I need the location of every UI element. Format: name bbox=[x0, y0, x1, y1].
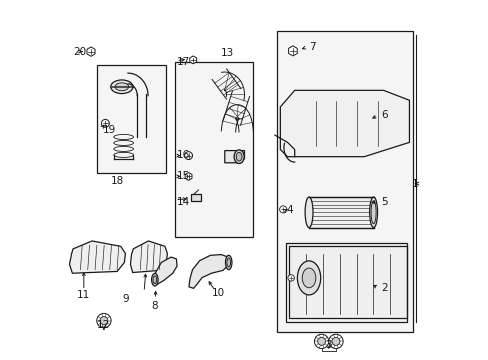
Ellipse shape bbox=[236, 152, 242, 161]
Text: 12: 12 bbox=[97, 320, 110, 330]
Circle shape bbox=[100, 317, 108, 324]
Ellipse shape bbox=[302, 268, 315, 288]
Ellipse shape bbox=[369, 197, 377, 228]
Polygon shape bbox=[288, 46, 297, 56]
Circle shape bbox=[101, 120, 109, 127]
Circle shape bbox=[331, 337, 339, 345]
Text: 16: 16 bbox=[176, 150, 189, 160]
Ellipse shape bbox=[370, 201, 375, 224]
Bar bbox=[285, 243, 406, 321]
Polygon shape bbox=[280, 90, 408, 157]
Bar bbox=[174, 62, 253, 237]
Text: 11: 11 bbox=[77, 291, 90, 301]
Text: 5: 5 bbox=[380, 197, 386, 207]
Ellipse shape bbox=[234, 150, 244, 163]
Ellipse shape bbox=[297, 261, 320, 295]
Text: 15: 15 bbox=[176, 171, 189, 181]
Circle shape bbox=[314, 334, 328, 348]
Text: 10: 10 bbox=[212, 288, 225, 298]
Ellipse shape bbox=[305, 197, 312, 228]
Ellipse shape bbox=[110, 80, 133, 94]
Ellipse shape bbox=[226, 258, 230, 267]
Circle shape bbox=[184, 152, 192, 159]
Text: 13: 13 bbox=[221, 48, 234, 58]
Text: 14: 14 bbox=[176, 197, 189, 207]
Polygon shape bbox=[188, 255, 229, 288]
Text: 2: 2 bbox=[380, 283, 386, 293]
Ellipse shape bbox=[153, 276, 156, 284]
Text: 9: 9 bbox=[122, 294, 128, 304]
Bar bbox=[308, 197, 373, 228]
Polygon shape bbox=[154, 257, 177, 285]
Text: 20: 20 bbox=[73, 46, 86, 57]
Text: 18: 18 bbox=[110, 176, 123, 186]
Circle shape bbox=[97, 314, 111, 328]
Polygon shape bbox=[87, 47, 95, 56]
Circle shape bbox=[279, 206, 286, 213]
Polygon shape bbox=[224, 150, 244, 163]
Polygon shape bbox=[130, 241, 167, 273]
Polygon shape bbox=[69, 241, 125, 273]
Bar bbox=[97, 65, 165, 173]
Polygon shape bbox=[185, 172, 192, 180]
Text: 4: 4 bbox=[286, 206, 293, 216]
Ellipse shape bbox=[151, 273, 158, 286]
Polygon shape bbox=[189, 56, 196, 64]
Text: 1: 1 bbox=[411, 179, 418, 189]
Bar bbox=[191, 194, 201, 201]
Text: 3: 3 bbox=[325, 340, 331, 350]
Text: 8: 8 bbox=[150, 301, 157, 311]
Ellipse shape bbox=[225, 255, 231, 270]
Ellipse shape bbox=[115, 83, 128, 91]
Bar bbox=[276, 31, 412, 332]
Text: 7: 7 bbox=[308, 42, 315, 52]
Polygon shape bbox=[289, 246, 406, 318]
Circle shape bbox=[328, 334, 343, 348]
Text: 19: 19 bbox=[102, 125, 116, 135]
Text: 6: 6 bbox=[380, 111, 386, 121]
Circle shape bbox=[317, 337, 325, 345]
Text: 17: 17 bbox=[176, 57, 189, 67]
Circle shape bbox=[287, 275, 294, 281]
